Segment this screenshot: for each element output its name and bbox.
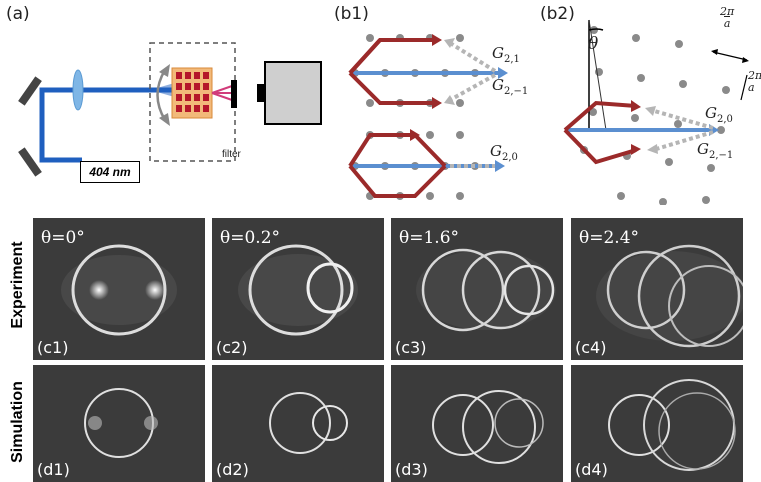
scale-fraction-1: 2π a [720, 6, 734, 30]
filter-icon [231, 80, 237, 108]
g2m1-subscript: 2,−1 [503, 86, 529, 97]
simulation-panel-d4: (d4) [571, 365, 743, 482]
subpanel-label: (c4) [575, 338, 607, 357]
frac2-num: 2π [748, 69, 761, 82]
b2-g20-label: G2,0 [705, 104, 733, 125]
frac1-den: a [723, 16, 731, 30]
simulation-panel-d3: (d3) [391, 365, 563, 482]
experiment-panel-c2: θ=0.2° (c2) [212, 218, 384, 360]
theta-value: θ=1.6° [399, 228, 460, 248]
simulation-panel-d1: (d1) [33, 365, 205, 482]
theta-value: θ=2.4° [579, 228, 640, 248]
g21-subscript: 2,1 [503, 54, 520, 65]
g21-label: G2,1 [492, 44, 520, 65]
camera-icon [264, 61, 322, 125]
g2m1-symbol: G [492, 76, 504, 94]
reciprocal-lattice-b1 [348, 34, 508, 200]
subpanel-label: (c1) [37, 338, 69, 357]
mirror-top [18, 76, 42, 106]
simulation-panel-d2: (d2) [212, 365, 384, 482]
panel-b1-label: (b1) [334, 4, 369, 24]
theta-symbol: θ [588, 34, 599, 54]
subpanel-label: (d2) [216, 460, 249, 479]
panel-a-label: (a) [6, 4, 30, 24]
scale-fraction-2: 2π a [748, 70, 761, 94]
experiment-panel-c4: θ=2.4° (c4) [571, 218, 743, 360]
subpanel-label: (c2) [216, 338, 248, 357]
mirror-bottom [18, 147, 42, 177]
theta-value: θ=0° [41, 228, 85, 248]
b2-g20-subscript: 2,0 [716, 114, 733, 125]
frac2-den: a [748, 81, 755, 94]
g20-subscript: 2,0 [501, 152, 518, 163]
g20-label: G2,0 [490, 142, 518, 163]
subpanel-label: (d3) [395, 460, 428, 479]
reciprocal-lattice-b2 [563, 19, 749, 205]
setup-diagram [18, 42, 322, 177]
laser-label: 404 nm [80, 161, 140, 183]
b2-g2m1-subscript: 2,−1 [708, 150, 734, 161]
g21-symbol: G [492, 44, 504, 62]
b2-g2m1-symbol: G [697, 140, 709, 158]
theta-value: θ=0.2° [220, 228, 281, 248]
row-label-experiment: Experiment [9, 241, 26, 329]
experiment-panel-c1: θ=0° (c1) [33, 218, 205, 360]
row-label-simulation: Simulation [9, 381, 26, 463]
lens-icon [72, 69, 84, 111]
g20-symbol: G [490, 142, 502, 160]
subpanel-label: (c3) [395, 338, 427, 357]
b2-g20-symbol: G [705, 104, 717, 122]
laser-beam [39, 87, 175, 163]
experiment-panel-c3: θ=1.6° (c3) [391, 218, 563, 360]
subpanel-label: (d1) [37, 460, 70, 479]
panel-b2-label: (b2) [540, 4, 575, 24]
frac1-num: 2π [720, 5, 735, 18]
subpanel-label: (d4) [575, 460, 608, 479]
filter-label: filter [222, 149, 241, 160]
b2-g2m1-label: G2,−1 [697, 140, 733, 161]
g2m1-label: G2,−1 [492, 76, 528, 97]
